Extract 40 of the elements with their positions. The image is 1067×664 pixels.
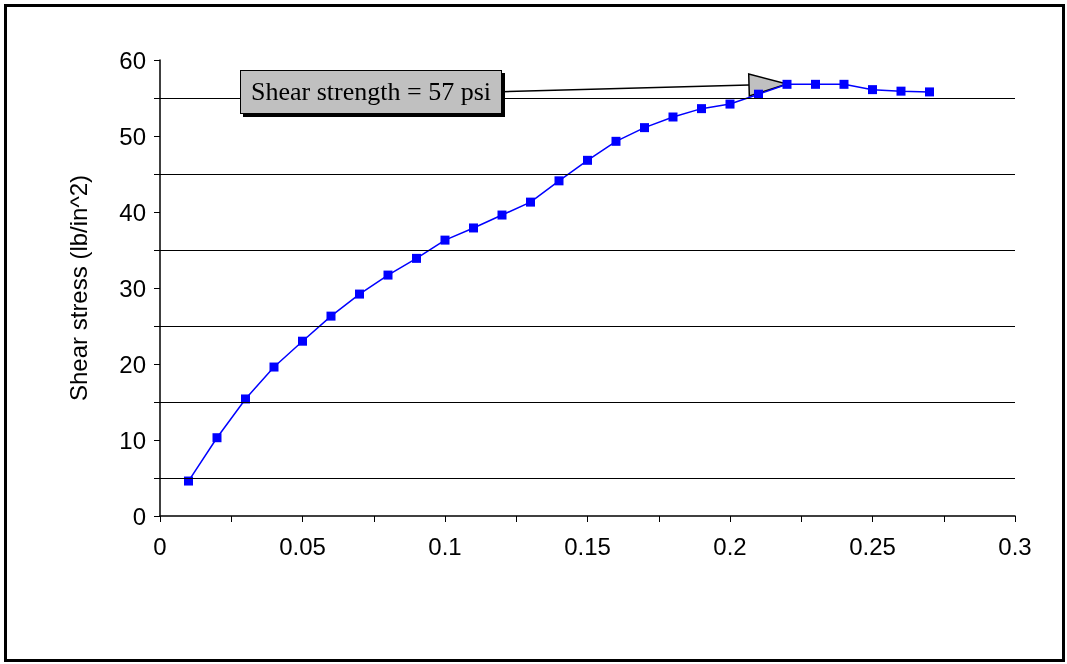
x-tick-label: 0.05 — [279, 532, 326, 560]
y-tick-label: 50 — [119, 122, 146, 150]
point — [896, 86, 906, 96]
point — [212, 433, 222, 443]
point — [554, 176, 564, 186]
point — [811, 79, 820, 89]
annotation: Shear strength = 57 psi — [240, 70, 502, 114]
point — [440, 235, 450, 245]
point — [925, 87, 934, 97]
x-tick-label: 0.25 — [849, 532, 896, 560]
x-tick-label: 0.2 — [713, 532, 747, 560]
point — [782, 79, 792, 89]
x-tick-label: 0.1 — [428, 532, 462, 560]
point — [583, 155, 592, 165]
point — [668, 112, 678, 122]
point — [469, 223, 478, 233]
point — [697, 104, 706, 114]
point — [298, 336, 307, 346]
point — [526, 197, 535, 207]
point — [412, 253, 421, 263]
y-tick-label: 20 — [119, 350, 146, 378]
point — [326, 311, 336, 321]
x-tick-label: 0.15 — [564, 532, 611, 560]
x-tick-label: 0.3 — [998, 532, 1032, 560]
y-tick-label: 0 — [132, 502, 146, 530]
y-tick-label: 30 — [119, 274, 146, 302]
point — [269, 362, 279, 372]
point — [640, 123, 649, 133]
x-tick-label: 0 — [153, 532, 167, 560]
point — [725, 99, 735, 109]
point — [383, 270, 393, 280]
point — [355, 289, 364, 299]
y-tick-label: 40 — [119, 198, 146, 226]
y-tick-label: 60 — [119, 46, 146, 74]
point — [611, 136, 621, 146]
y-axis-title: Shear stress (lb/in^2) — [64, 174, 92, 402]
point — [839, 79, 849, 89]
point — [497, 210, 507, 220]
point — [868, 85, 877, 95]
y-tick-label: 10 — [119, 426, 146, 454]
